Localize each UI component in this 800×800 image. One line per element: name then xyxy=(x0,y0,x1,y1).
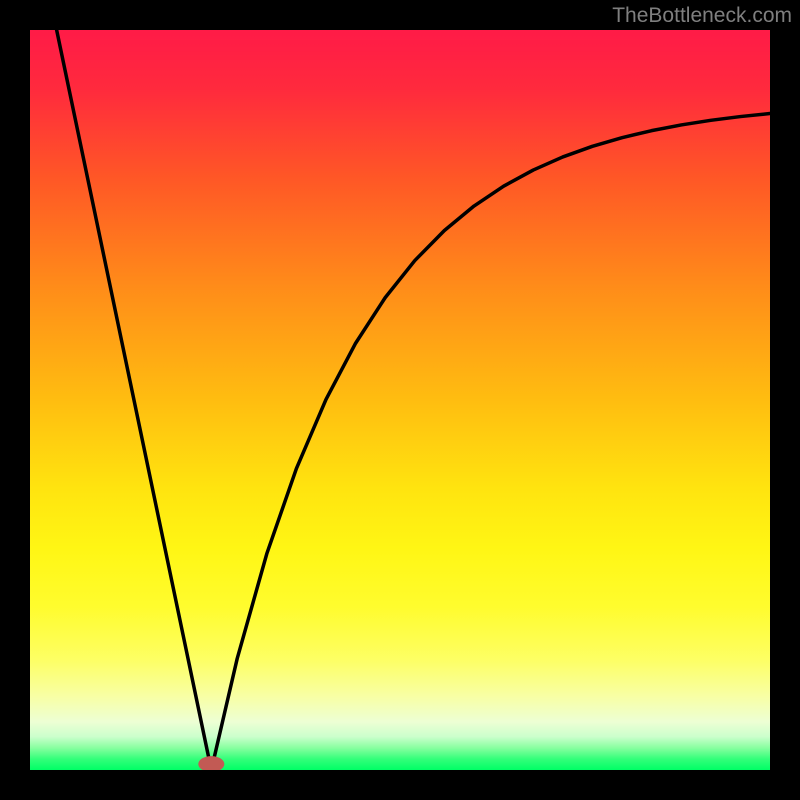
watermark-text: TheBottleneck.com xyxy=(612,4,792,28)
gradient-background xyxy=(30,30,770,770)
canvas: TheBottleneck.com xyxy=(0,0,800,800)
chart-area xyxy=(30,30,770,770)
chart-svg xyxy=(30,30,770,770)
